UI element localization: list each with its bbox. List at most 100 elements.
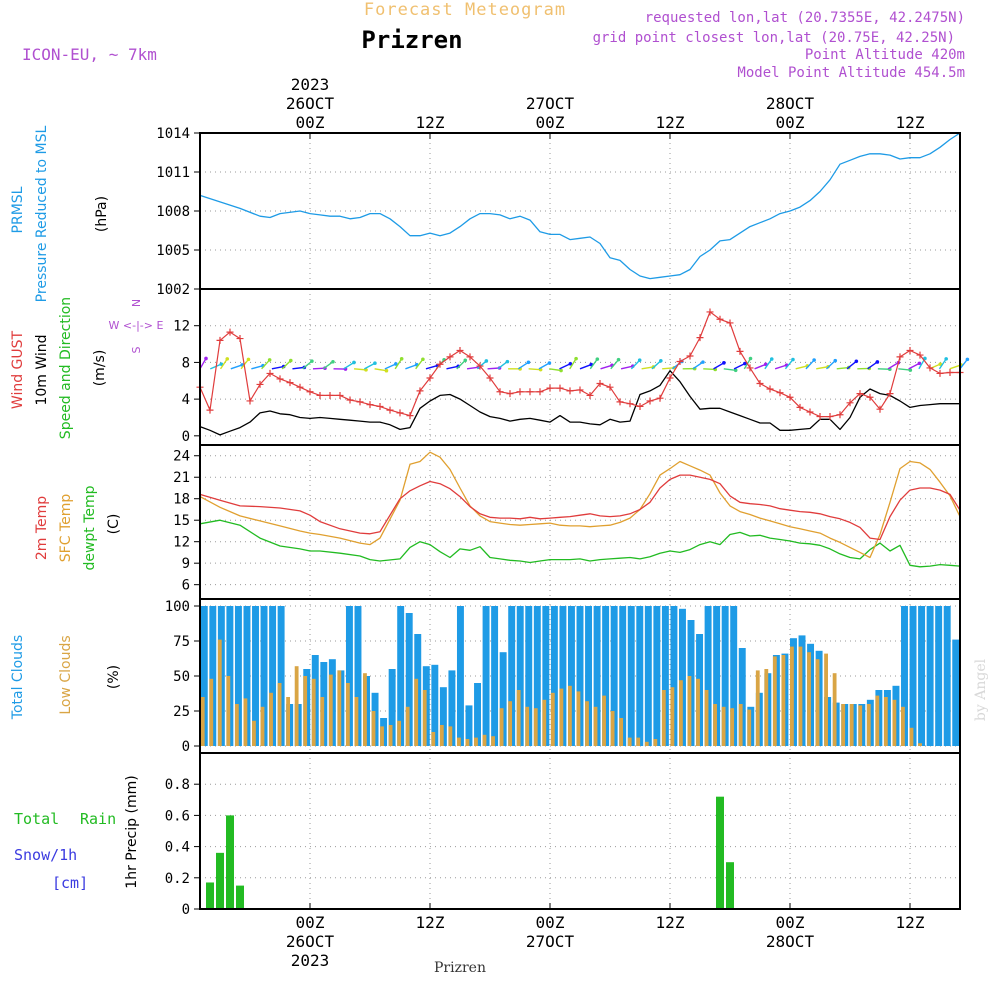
- model-label: ICON-EU, ~ 7km: [22, 45, 157, 64]
- low-cloud-bar: [670, 687, 675, 746]
- top-time-label: 12Z: [896, 113, 925, 132]
- low-cloud-bar: [858, 705, 863, 746]
- low-cloud-bar: [405, 706, 410, 746]
- wind-arrow-head: [246, 357, 251, 362]
- gust-marker: [926, 364, 934, 372]
- chart-panels: 1002 1005 1008 1011 1014 0 4 8 12 6 9 12 15 18 21 24 0 25…: [156, 126, 970, 918]
- low-cloud-bar: [747, 709, 752, 746]
- gust-marker: [656, 394, 664, 402]
- gust-marker: [736, 347, 744, 355]
- wind-arrow: [538, 362, 550, 370]
- gust-marker: [276, 375, 284, 383]
- wind-arrow-head: [944, 357, 948, 361]
- total-cloud-bar: [713, 606, 721, 746]
- wind-arrow: [630, 359, 641, 370]
- low-cloud-bar: [260, 706, 265, 746]
- snow-label: Snow/1h: [14, 846, 77, 864]
- total-cloud-bar: [661, 606, 669, 746]
- gust-marker: [246, 397, 254, 405]
- rain-bar: [236, 885, 244, 909]
- gust-marker: [826, 413, 834, 421]
- gust-marker: [836, 411, 844, 419]
- bottom-time-label: 2023: [291, 951, 330, 970]
- wind-arrow-head: [526, 360, 531, 365]
- wind-arrow: [230, 364, 243, 370]
- gust-marker: [786, 393, 794, 401]
- gust-marker: [776, 389, 784, 397]
- temperature-ytick-label: 21: [173, 470, 190, 486]
- total-cloud-bar: [200, 606, 208, 746]
- dewpt-line: [199, 519, 961, 568]
- rain-bar: [206, 882, 214, 909]
- low-cloud-bar: [371, 711, 376, 746]
- low-cloud-bar: [704, 690, 709, 746]
- sfc-temp-line: [199, 451, 961, 559]
- total-cloud-bar: [209, 606, 217, 746]
- clouds-ytick-label: 50: [173, 669, 190, 685]
- wind-arrow-head: [812, 358, 816, 362]
- low-cloud-bar: [696, 678, 700, 746]
- wind-arrow-head: [875, 360, 880, 364]
- gust-marker: [716, 315, 724, 323]
- wind-arrow: [517, 361, 529, 370]
- total-cloud-label: Total Clouds: [10, 635, 26, 720]
- wind-speed-dir-label: Speed and Direction: [58, 297, 74, 439]
- gust-marker: [386, 406, 394, 414]
- low-cloud-bar: [772, 656, 777, 746]
- total-cloud-bar: [721, 606, 729, 746]
- total-cloud-bar: [619, 606, 627, 746]
- gust-marker: [536, 388, 544, 396]
- wind-ytick-label: 0: [182, 429, 190, 445]
- low-cloud-bar: [918, 743, 922, 746]
- wind-arrow-head: [352, 360, 356, 365]
- low-cloud-bar: [790, 646, 794, 746]
- low-cloud-bar: [593, 706, 598, 746]
- total-cloud-bar: [448, 670, 456, 746]
- wind-arrow: [425, 364, 438, 370]
- pressure-panel: 1002 1005 1008 1011 1014: [156, 126, 960, 298]
- bottom-time-label: 12Z: [416, 913, 445, 932]
- wind-arrow: [281, 359, 292, 370]
- wind-arrow: [261, 359, 271, 370]
- gust-marker: [296, 383, 304, 391]
- gust-marker: [896, 353, 904, 361]
- low-cloud-bar: [807, 652, 811, 746]
- gust-marker: [456, 346, 464, 354]
- total-cloud-bar: [260, 606, 268, 746]
- gust-marker: [236, 335, 244, 343]
- wind-arrow-head: [463, 358, 468, 363]
- wind-arrow: [456, 359, 466, 370]
- cloud-unit: (%): [106, 665, 122, 689]
- wind-arrow-head: [595, 357, 600, 361]
- wind-arrow-head: [331, 359, 335, 364]
- gust-marker: [316, 391, 324, 399]
- total-cloud-bar: [533, 606, 541, 746]
- total-cloud-bar: [542, 606, 550, 746]
- top-time-label: 00Z: [296, 113, 325, 132]
- low-cloud-bar: [456, 737, 461, 746]
- gust-marker: [556, 384, 564, 392]
- pressure-ytick-label: 1008: [156, 204, 190, 220]
- low-cloud-bar: [491, 736, 495, 746]
- total-cloud-bar: [593, 606, 601, 746]
- model-altitude: Model Point Altitude 454.5m: [737, 65, 965, 81]
- wind-arrow: [271, 365, 284, 370]
- precip-axis-label: 1hr Precip (mm): [124, 775, 140, 888]
- low-cloud-bar: [567, 685, 572, 746]
- wind-arrow: [384, 363, 397, 370]
- gust-marker: [406, 412, 414, 420]
- wind-arrow: [446, 365, 459, 370]
- wind-arrow-head: [938, 362, 943, 366]
- precipitation-ytick-label: 0.6: [165, 808, 190, 824]
- total-cloud-bar: [354, 606, 362, 746]
- low-cloud-bar: [866, 704, 871, 746]
- wind-arrow: [959, 358, 968, 370]
- total-cloud-bar: [679, 608, 686, 746]
- low-cloud-bar: [345, 683, 350, 746]
- low-cloud-bar: [286, 697, 291, 746]
- gust-marker: [366, 401, 374, 409]
- wind-panel-labels: Wind GUST 10m Wind Speed and Direction (…: [10, 297, 163, 439]
- low-cloud-bar: [687, 676, 692, 746]
- gust-line: [199, 311, 960, 418]
